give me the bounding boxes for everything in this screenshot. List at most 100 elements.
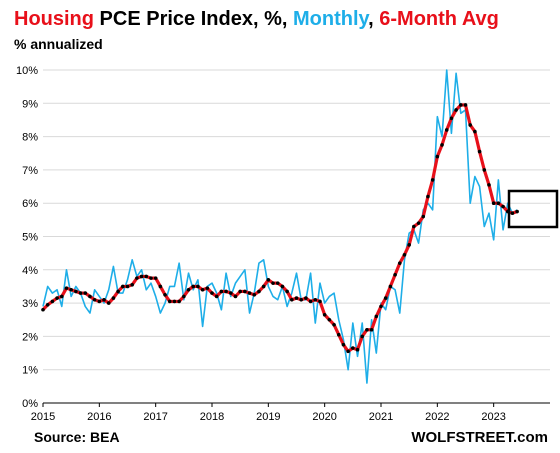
avg-point [473, 129, 477, 134]
x-tick-label: 2023 [481, 411, 505, 423]
avg-point [200, 287, 205, 292]
avg-point [172, 299, 177, 304]
x-tick-label: 2015 [31, 411, 55, 423]
avg-point [412, 224, 416, 229]
avg-point [196, 284, 200, 289]
avg-point [280, 284, 285, 289]
chart-title: Housing PCE Price Index, %, Monthly, 6-M… [14, 8, 499, 31]
y-tick-label: 9% [22, 98, 38, 110]
avg-point [139, 274, 144, 279]
avg-point [459, 103, 463, 107]
avg-point [285, 289, 289, 294]
y-tick-label: 4% [22, 265, 38, 277]
avg-point [346, 349, 350, 354]
avg-point [449, 116, 454, 121]
avg-point [393, 272, 397, 277]
avg-point [327, 317, 332, 322]
avg-point [88, 294, 92, 299]
avg-point [252, 292, 257, 297]
avg-point [163, 292, 167, 297]
brand-label: WOLFSTREET.com [411, 429, 548, 446]
title-comma: , [368, 8, 380, 30]
avg-point [153, 276, 158, 280]
avg-point [355, 347, 360, 352]
avg-point [111, 296, 116, 300]
avg-point [407, 243, 411, 247]
avg-point [144, 274, 149, 279]
series-monthly-line [42, 69, 518, 384]
avg-point [290, 297, 294, 302]
avg-point [238, 289, 242, 294]
x-tick-label: 2020 [312, 411, 336, 423]
x-tick-label: 2016 [87, 411, 111, 423]
y-tick-label: 3% [22, 298, 38, 310]
avg-point [369, 327, 374, 332]
avg-point [233, 294, 238, 299]
avg-point [360, 334, 365, 339]
avg-point [336, 332, 341, 337]
avg-point [388, 284, 393, 289]
avg-point [191, 284, 196, 289]
avg-point [224, 289, 228, 294]
avg-point [271, 281, 275, 285]
avg-point [247, 291, 252, 295]
avg-point [487, 183, 491, 187]
avg-point [402, 253, 407, 257]
avg-point [121, 284, 125, 289]
y-tick-label: 6% [22, 198, 38, 210]
avg-point [210, 291, 214, 295]
avg-point [78, 291, 83, 295]
avg-point [243, 289, 247, 294]
avg-point [435, 154, 440, 159]
avg-point [228, 291, 233, 295]
highlight-box [507, 189, 559, 229]
avg-point [41, 307, 45, 312]
y-tick-label: 1% [22, 365, 38, 377]
avg-point [308, 299, 313, 304]
y-tick-label: 7% [22, 165, 38, 177]
avg-point [322, 312, 327, 317]
avg-point [421, 214, 426, 219]
avg-point [74, 289, 78, 294]
avg-point [167, 299, 172, 304]
avg-point [430, 178, 435, 182]
avg-point [510, 211, 515, 215]
avg-point [397, 261, 402, 265]
avg-point [351, 346, 355, 350]
x-tick-label: 2021 [369, 411, 393, 423]
avg-point [125, 284, 130, 289]
avg-point [275, 281, 280, 285]
y-tick-label: 0% [22, 398, 38, 410]
avg-point [149, 276, 153, 280]
x-tick-label: 2018 [200, 411, 224, 423]
avg-point [92, 297, 97, 302]
avg-point [444, 128, 449, 132]
title-avg: 6-Month Avg [379, 8, 499, 30]
avg-point [214, 294, 219, 299]
avg-point [83, 291, 88, 295]
avg-point [45, 302, 50, 307]
title-monthly: Monthly [292, 8, 369, 30]
avg-point [294, 296, 299, 300]
avg-point [515, 209, 519, 214]
avg-point [341, 342, 346, 347]
avg-point [177, 299, 181, 304]
avg-point [491, 201, 496, 205]
avg-point [482, 168, 487, 172]
avg-point [205, 286, 210, 290]
avg-point [501, 204, 505, 209]
x-tick-label: 2017 [143, 411, 167, 423]
avg-point [69, 287, 73, 292]
avg-point [257, 289, 261, 294]
avg-point [116, 289, 120, 294]
avg-point [318, 299, 322, 304]
y-tick-label: 10% [16, 65, 38, 77]
avg-point [379, 304, 383, 309]
avg-point [59, 294, 64, 299]
title-housing: Housing [14, 8, 94, 30]
avg-point [477, 149, 482, 154]
x-tick-label: 2019 [256, 411, 280, 423]
avg-point [313, 297, 318, 302]
avg-point [182, 294, 186, 299]
